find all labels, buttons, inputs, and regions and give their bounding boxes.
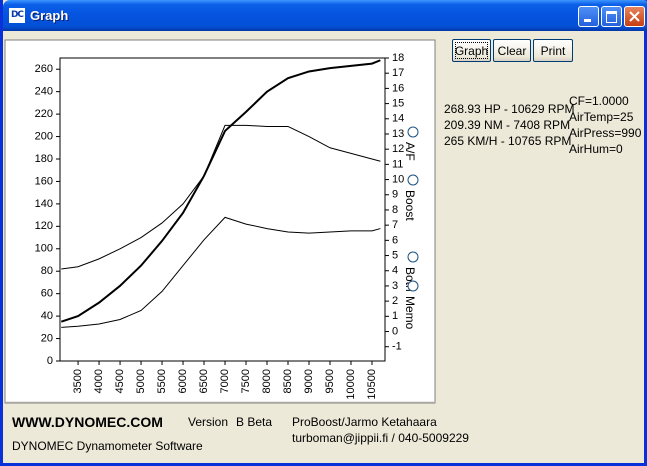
y2-tick-label: 3 bbox=[392, 280, 398, 292]
readout: 265 KM/H - 10765 RPM bbox=[444, 134, 572, 148]
x-tick-label: 6000 bbox=[177, 369, 189, 393]
x-tick-label: 8000 bbox=[261, 369, 273, 393]
x-tick-label: 4500 bbox=[114, 369, 126, 393]
version-label: Version bbox=[188, 415, 229, 429]
radio-button[interactable] bbox=[407, 174, 419, 186]
y-tick-label: 180 bbox=[35, 153, 53, 165]
readout: 268.93 HP - 10629 RPM bbox=[444, 102, 575, 116]
radio-label: Memo bbox=[403, 296, 417, 330]
radio-button[interactable] bbox=[407, 280, 419, 292]
y2-tick-label: 10 bbox=[392, 173, 404, 185]
software: DYNOMEC Dynamometer Software bbox=[12, 439, 203, 453]
chart-panel bbox=[4, 39, 436, 404]
y-tick-label: 20 bbox=[41, 332, 53, 344]
x-tick-label: 8500 bbox=[282, 369, 294, 393]
version: B Beta bbox=[236, 415, 273, 429]
readout: 209.39 NM - 7408 RPM bbox=[444, 118, 571, 132]
y2-tick-label: 14 bbox=[392, 113, 404, 125]
y2-tick-label: 0 bbox=[392, 325, 398, 337]
minimize-button[interactable] bbox=[578, 6, 599, 27]
radio-label: Boost bbox=[403, 190, 417, 221]
y-tick-label: 240 bbox=[35, 86, 53, 98]
maximize-button[interactable] bbox=[601, 6, 622, 27]
x-tick-label: 3500 bbox=[72, 369, 84, 393]
y-tick-label: 40 bbox=[41, 310, 53, 322]
close-button[interactable] bbox=[624, 6, 645, 27]
print-button[interactable]: Print bbox=[533, 39, 573, 62]
y-tick-label: 140 bbox=[35, 198, 53, 210]
y2-tick-label: -1 bbox=[392, 341, 402, 353]
data-line bbox=[61, 216, 381, 328]
y2-tick-label: 17 bbox=[392, 67, 404, 79]
y-tick-label: 80 bbox=[41, 265, 53, 277]
y-tick-label: 200 bbox=[35, 130, 53, 142]
condition: AirTemp=25 bbox=[569, 110, 634, 124]
x-tick-label: 5500 bbox=[156, 369, 168, 393]
radio-label: A/F bbox=[403, 142, 417, 161]
y-tick-label: 60 bbox=[41, 288, 53, 300]
clear-button[interactable]: Clear bbox=[493, 39, 531, 62]
y-tick-label: 220 bbox=[35, 108, 53, 120]
data-line bbox=[60, 59, 381, 323]
website: WWW.DYNOMEC.COM bbox=[12, 414, 163, 430]
y-tick-label: 0 bbox=[47, 355, 53, 367]
y2-tick-label: 2 bbox=[392, 295, 398, 307]
y2-tick-label: 7 bbox=[392, 219, 398, 231]
condition: CF=1.0000 bbox=[569, 94, 629, 108]
x-tick-label: 7500 bbox=[240, 369, 252, 393]
x-tick-label: 5000 bbox=[135, 369, 147, 393]
y2-tick-label: 15 bbox=[392, 97, 404, 109]
y2-tick-label: 16 bbox=[392, 82, 404, 94]
y2-tick-label: 8 bbox=[392, 204, 398, 216]
condition: AirHum=0 bbox=[569, 142, 623, 156]
app-icon: DC bbox=[9, 8, 25, 23]
x-tick-label: 10000 bbox=[345, 369, 357, 400]
y2-tick-label: 12 bbox=[392, 143, 404, 155]
graph-button[interactable]: Graph bbox=[452, 39, 491, 62]
y2-tick-label: 13 bbox=[392, 128, 404, 140]
title-bar: DC Graph bbox=[3, 0, 647, 31]
x-tick-label: 6500 bbox=[198, 369, 210, 393]
x-tick-label: 9500 bbox=[324, 369, 336, 393]
window-title: Graph bbox=[30, 8, 69, 23]
y2-tick-label: 5 bbox=[392, 249, 398, 261]
data-line bbox=[61, 124, 381, 270]
x-tick-label: 10500 bbox=[366, 369, 378, 400]
y-tick-label: 160 bbox=[35, 175, 53, 187]
radio-button[interactable] bbox=[407, 251, 419, 263]
contact: turboman@jippii.fi / 040-5009229 bbox=[292, 431, 469, 445]
x-tick-label: 9000 bbox=[303, 369, 315, 393]
x-tick-label: 4000 bbox=[93, 369, 105, 393]
condition: AirPress=990 bbox=[569, 126, 642, 140]
y2-tick-label: 1 bbox=[392, 310, 398, 322]
y2-tick-label: 18 bbox=[392, 52, 404, 64]
y2-tick-label: 11 bbox=[392, 158, 403, 170]
y2-tick-label: 4 bbox=[392, 265, 398, 277]
radio-button[interactable] bbox=[407, 126, 419, 138]
y2-tick-label: 6 bbox=[392, 234, 398, 246]
y-tick-label: 120 bbox=[35, 220, 53, 232]
y-tick-label: 100 bbox=[35, 243, 53, 255]
x-tick-label: 7000 bbox=[219, 369, 231, 393]
y2-tick-label: 9 bbox=[392, 189, 398, 201]
y-tick-label: 260 bbox=[35, 63, 53, 75]
author: ProBoost/Jarmo Ketahaara bbox=[292, 415, 437, 429]
